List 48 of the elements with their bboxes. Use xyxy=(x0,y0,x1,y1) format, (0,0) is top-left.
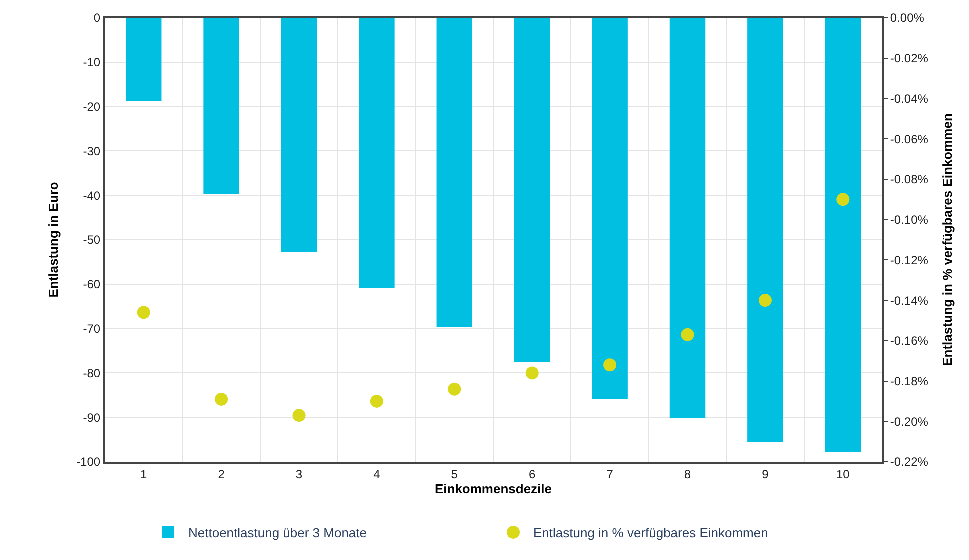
point xyxy=(758,294,772,308)
x-tick-label: 3 xyxy=(296,467,303,482)
y-tick-label: -30 xyxy=(83,144,101,158)
legend-label: Entlastung in % verfügbares Einkommen xyxy=(534,526,768,541)
point xyxy=(292,409,306,422)
y-tick-label: -50 xyxy=(83,233,101,248)
y-tick-label: 0 xyxy=(94,11,101,26)
x-tick-label: 9 xyxy=(762,467,770,482)
point xyxy=(526,366,539,380)
y-tick-label: -40 xyxy=(83,188,101,203)
x-tick-label: 10 xyxy=(836,467,850,482)
y2-tick-label: -0.18% xyxy=(890,374,929,388)
y-axis-title: Entlastung in Euro xyxy=(46,182,62,298)
point xyxy=(836,193,850,206)
y2-axis-title: Entlastung in % verfügbares Einkommen xyxy=(940,114,955,366)
x-tick-label: 6 xyxy=(529,467,536,482)
x-tick-label: 5 xyxy=(451,467,458,482)
x-tick-label: 7 xyxy=(606,467,614,482)
point xyxy=(370,394,384,408)
y2-tick-label: -0.04% xyxy=(890,92,929,106)
y2-tick-label: -0.02% xyxy=(890,52,929,66)
x-tick-label: 1 xyxy=(140,467,148,482)
x-axis-title: Einkommensdezile xyxy=(434,482,552,496)
x-tick-label: 4 xyxy=(374,467,381,482)
point xyxy=(215,392,228,406)
legend-label: Nettoentlastung über 3 Monate xyxy=(188,526,368,541)
y2-tick-label: 0.00% xyxy=(890,11,925,26)
point xyxy=(448,382,462,396)
y-tick-label: -60 xyxy=(83,278,101,292)
y2-tick-label: -0.20% xyxy=(890,414,929,429)
y2-tick-label: -0.22% xyxy=(890,455,929,470)
point xyxy=(137,306,150,320)
y-tick-label: -20 xyxy=(83,100,101,114)
y-tick-label: -10 xyxy=(83,56,101,70)
y2-tick-label: -0.08% xyxy=(890,172,929,187)
y2-tick-label: -0.14% xyxy=(890,294,929,308)
x-tick-label: 2 xyxy=(218,467,226,482)
x-tick-label: 8 xyxy=(684,467,692,482)
point xyxy=(604,358,617,372)
y-tick-label: -90 xyxy=(83,410,101,425)
y-tick-label: -80 xyxy=(83,366,101,380)
y2-tick-label: -0.06% xyxy=(890,132,929,146)
y2-tick-label: -0.10% xyxy=(890,213,929,228)
point xyxy=(681,328,694,342)
y-tick-label: -70 xyxy=(83,322,101,336)
y-tick-label: -100 xyxy=(76,455,101,470)
y2-tick-label: -0.16% xyxy=(890,334,929,348)
y2-tick-label: -0.12% xyxy=(890,253,929,268)
